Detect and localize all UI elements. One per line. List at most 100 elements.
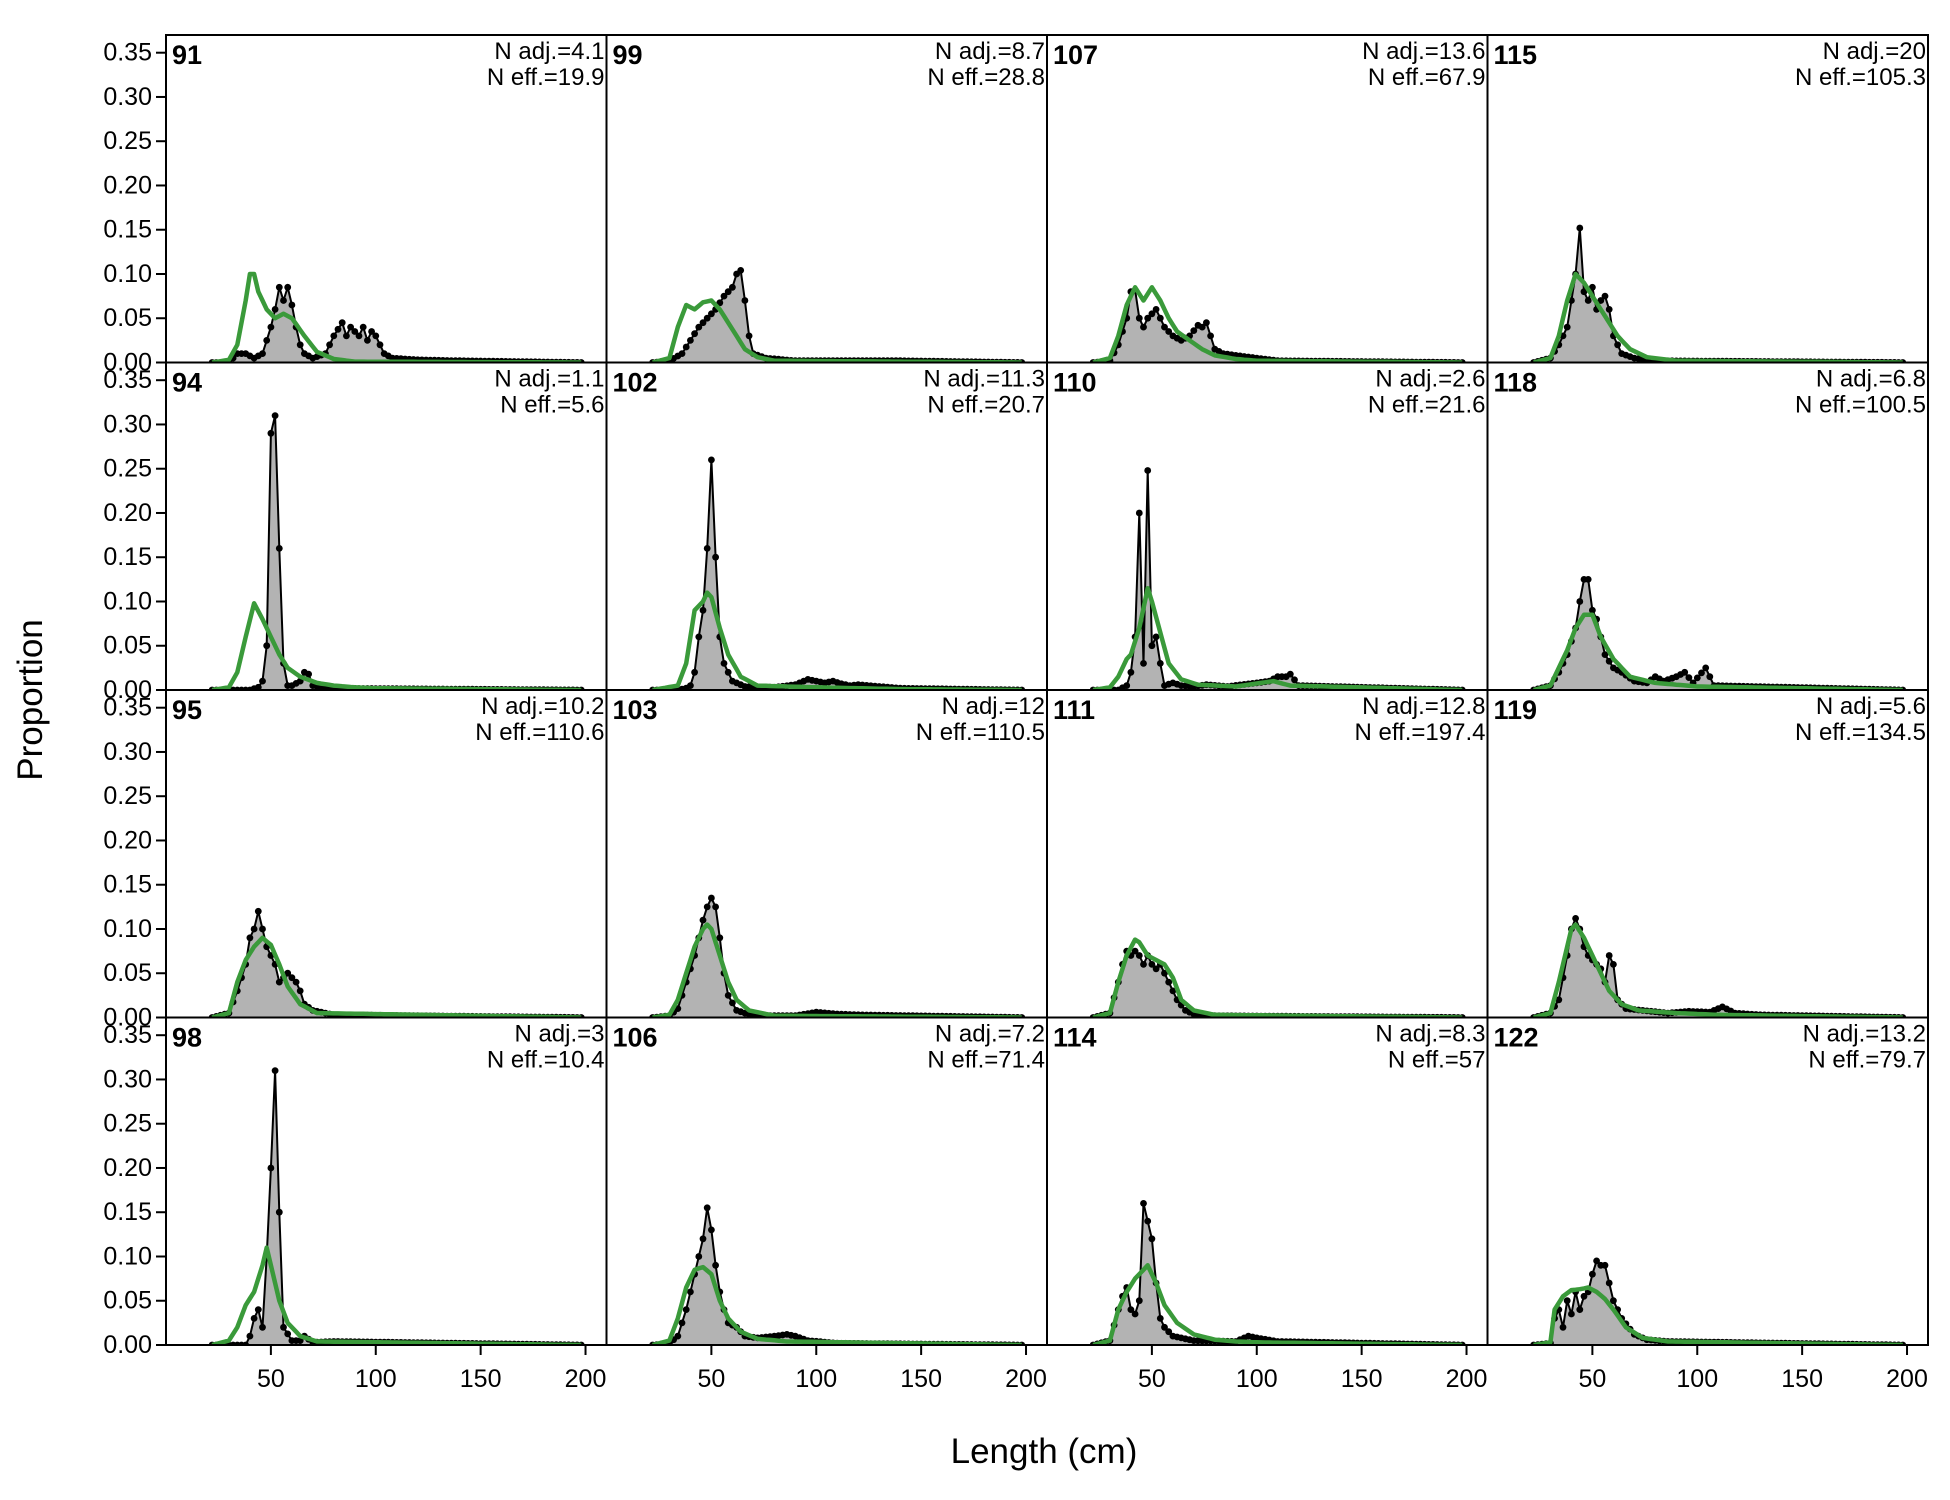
observed-point <box>724 288 732 296</box>
observed-point <box>275 283 283 291</box>
observed-point <box>254 683 262 690</box>
observed-point <box>737 267 745 274</box>
y-tick-label: 0.15 <box>103 216 152 244</box>
x-tick-label: 150 <box>1781 1365 1823 1393</box>
observed-point <box>691 668 698 676</box>
observed-point <box>246 1332 254 1340</box>
observed-point <box>1144 467 1152 474</box>
expected-line <box>211 935 582 1018</box>
n-eff-label: N eff.=71.4 <box>927 1047 1045 1074</box>
observed-point <box>1580 288 1588 296</box>
n-adj-label: N adj.=8.7 <box>935 38 1045 65</box>
observed-point <box>720 660 728 667</box>
observed-point <box>1131 1310 1139 1318</box>
y-tick-label: 0.25 <box>103 127 152 155</box>
x-tick-label: 150 <box>900 1365 942 1393</box>
y-tick-label: 0.00 <box>103 1331 152 1359</box>
observed-point <box>1156 314 1164 322</box>
n-adj-label: N adj.=2.6 <box>1375 366 1485 393</box>
n-adj-label: N adj.=12.8 <box>1362 693 1485 720</box>
observed-point <box>1127 668 1135 676</box>
observed-point <box>296 341 304 349</box>
observed-point <box>703 314 711 322</box>
observed-point <box>1190 327 1198 334</box>
x-tick-label: 150 <box>460 1365 502 1393</box>
observed-point <box>1161 323 1168 331</box>
observed-point <box>674 1332 682 1340</box>
observed-point <box>359 323 367 331</box>
observed-point <box>1148 310 1156 318</box>
observed-point <box>1605 306 1613 313</box>
panel-year-label: 111 <box>1053 695 1095 725</box>
panel-91: 91 N adj.=4.1N eff.=19.9 <box>165 34 608 364</box>
observed-point <box>1156 1315 1164 1322</box>
observed-point <box>1152 306 1160 313</box>
observed-point <box>1693 674 1701 682</box>
x-tick-label: 50 <box>1138 1365 1166 1393</box>
panel-99: 99 N adj.=8.7N eff.=28.8 <box>605 34 1048 364</box>
observed-point <box>691 330 698 338</box>
y-tick-label: 0.05 <box>103 304 152 332</box>
n-eff-label: N eff.=110.5 <box>916 719 1045 746</box>
n-eff-label: N eff.=28.8 <box>927 64 1045 91</box>
observed-point <box>250 1315 258 1322</box>
observed-point <box>1152 965 1160 973</box>
observed-point <box>741 297 749 304</box>
n-eff-label: N eff.=79.7 <box>1808 1047 1926 1074</box>
y-tick-label: 0.30 <box>103 410 152 438</box>
observed-point <box>1135 952 1143 959</box>
panel-115: 115 N adj.=20N eff.=105.3 <box>1486 34 1929 364</box>
observed-area <box>652 1207 1022 1345</box>
observed-point <box>1576 224 1584 232</box>
observed-point <box>267 1164 275 1172</box>
panel-110: 110 N adj.=2.6N eff.=21.6 <box>1046 361 1489 691</box>
observed-point <box>1207 332 1214 340</box>
observed-point <box>1589 606 1596 614</box>
x-tick-label: 100 <box>1236 1365 1278 1393</box>
n-eff-label: N eff.=105.3 <box>1795 64 1926 91</box>
observed-area <box>1533 1260 1903 1345</box>
panel-year-label: 94 <box>172 368 202 398</box>
y-tick-label: 0.15 <box>103 871 152 899</box>
n-adj-label: N adj.=6.8 <box>1816 366 1926 393</box>
observed-point <box>296 987 304 995</box>
observed-point <box>695 633 703 641</box>
n-adj-label: N adj.=12 <box>942 693 1045 720</box>
observed-point <box>1614 341 1621 349</box>
observed-point <box>330 332 338 340</box>
observed-point <box>1203 319 1210 327</box>
observed-point <box>703 1204 711 1212</box>
observed-point <box>288 974 296 982</box>
observed-point <box>699 1235 707 1243</box>
observed-point <box>729 999 736 1007</box>
y-tick-label: 0.20 <box>103 171 152 199</box>
expected-line <box>1533 612 1903 690</box>
observed-point <box>1152 633 1160 641</box>
panel-year-label: 106 <box>613 1023 658 1053</box>
y-tick-label: 0.30 <box>103 738 152 766</box>
observed-area <box>652 898 1022 1018</box>
panel-119: 119 N adj.=5.6N eff.=134.5 <box>1486 689 1929 1019</box>
n-adj-label: N adj.=1.1 <box>494 366 604 393</box>
y-tick-label: 0.35 <box>103 39 152 67</box>
observed-point <box>687 1288 694 1296</box>
observed-point <box>275 978 283 986</box>
observed-point <box>708 310 715 318</box>
observed-point <box>1601 651 1609 658</box>
panel-118: 118 N adj.=6.8N eff.=100.5 <box>1486 361 1929 691</box>
y-tick-label: 0.30 <box>103 83 152 111</box>
observed-point <box>1161 969 1168 977</box>
n-eff-label: N eff.=21.6 <box>1368 392 1486 419</box>
x-tick-label: 50 <box>1578 1365 1606 1393</box>
panel-year-label: 114 <box>1053 1023 1097 1053</box>
observed-point <box>1291 676 1298 684</box>
observed-point <box>1593 1257 1600 1265</box>
observed-point <box>1140 660 1147 667</box>
observed-point <box>250 925 258 933</box>
observed-point <box>745 332 753 340</box>
panel-122: 122 N adj.=13.2N eff.=79.7 <box>1486 1016 1929 1346</box>
panel-year-label: 91 <box>172 40 202 70</box>
observed-point <box>355 332 363 340</box>
y-tick-label: 0.20 <box>103 1154 152 1182</box>
observed-area <box>1533 579 1903 690</box>
